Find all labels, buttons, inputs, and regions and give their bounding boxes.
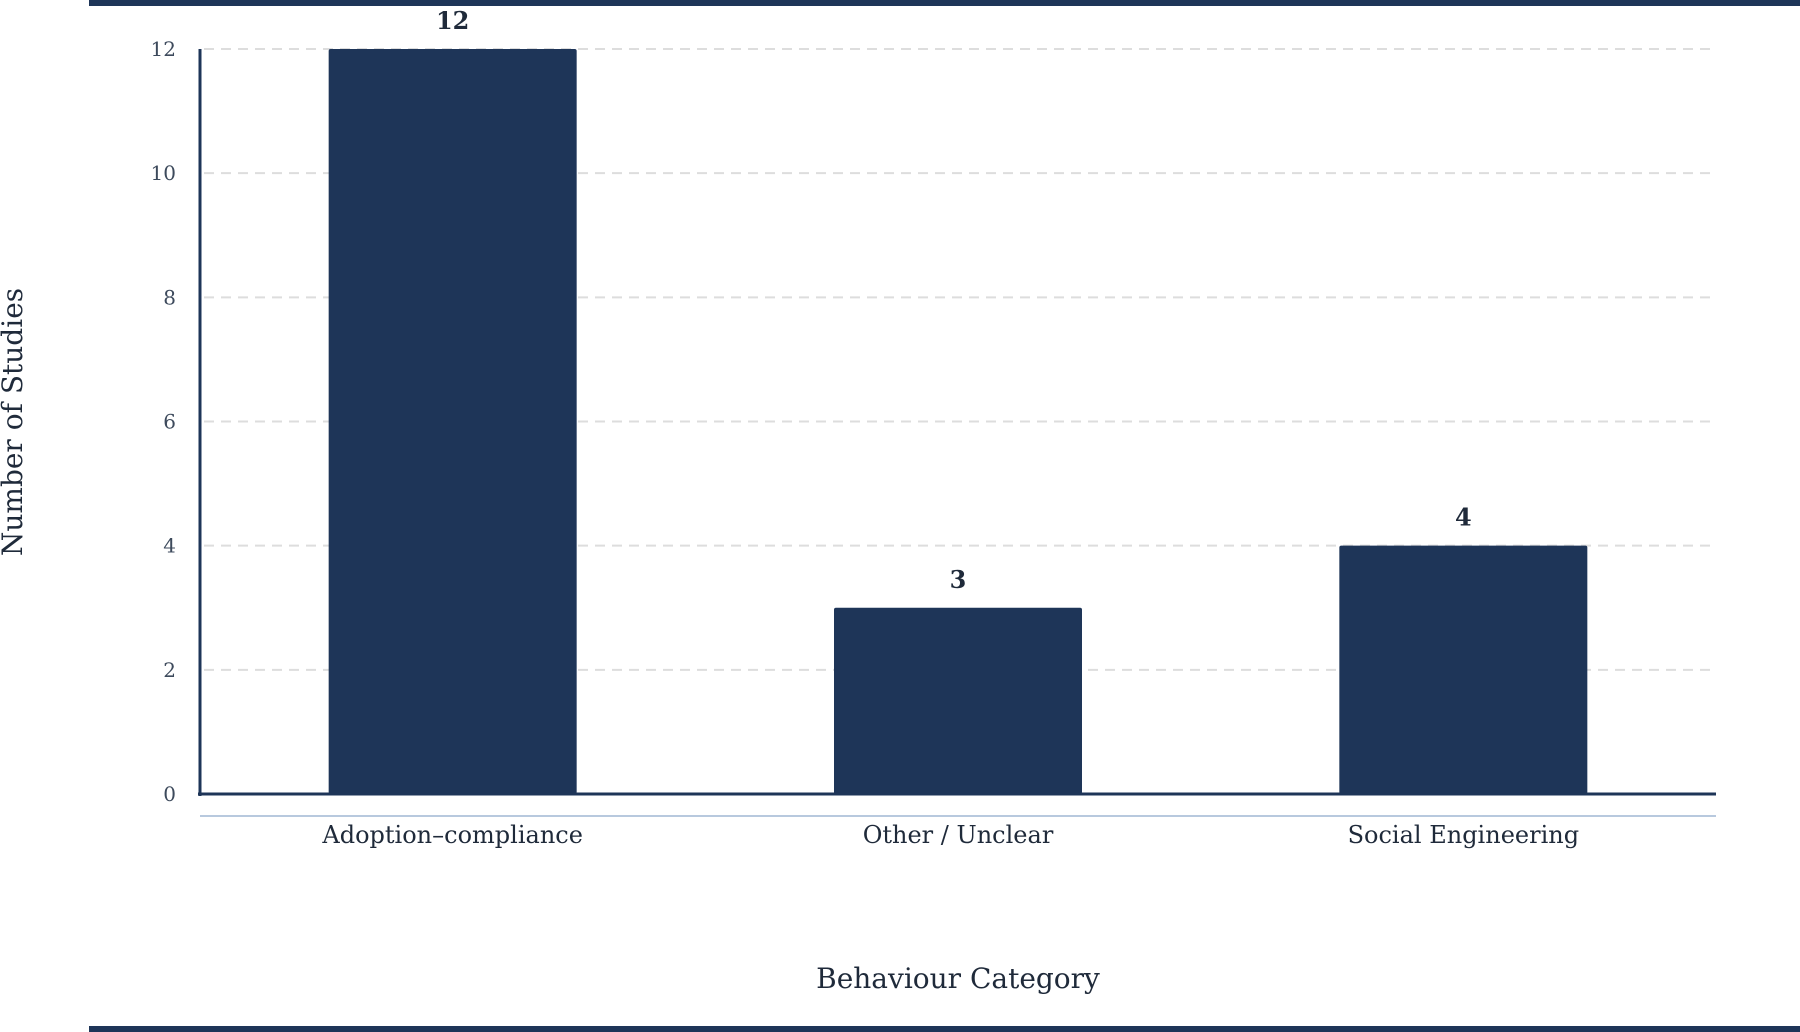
x-tick-label: Other / Unclear (863, 821, 1054, 849)
x-tick-label: Adoption–compliance (321, 821, 583, 849)
top-frame-bar (89, 0, 1800, 6)
x-axis-ticks: Adoption–compliance Other / Unclear Social… (321, 821, 1579, 849)
y-tick-label: 6 (163, 410, 176, 434)
y-tick-label: 12 (151, 37, 176, 61)
bar (834, 607, 1082, 794)
bar (328, 49, 577, 794)
y-tick-label: 8 (163, 285, 176, 309)
y-axis-ticks: 0 2 4 6 8 10 12 (151, 37, 176, 806)
bar-value-label: 12 (436, 6, 469, 35)
bars (328, 49, 1588, 794)
y-axis-title: Number of Studies (0, 288, 29, 556)
bar-value-label: 3 (950, 565, 967, 594)
bottom-frame-bar (89, 1026, 1800, 1032)
data-labels: 12 3 4 (436, 6, 1472, 594)
y-tick-label: 2 (163, 658, 176, 682)
bar (1339, 545, 1588, 794)
x-axis-title: Behaviour Category (816, 962, 1100, 995)
bar-value-label: 4 (1455, 503, 1472, 532)
x-tick-label: Social Engineering (1348, 821, 1579, 849)
y-tick-label: 4 (163, 534, 176, 558)
y-tick-label: 0 (163, 782, 176, 806)
y-tick-label: 10 (151, 161, 176, 185)
